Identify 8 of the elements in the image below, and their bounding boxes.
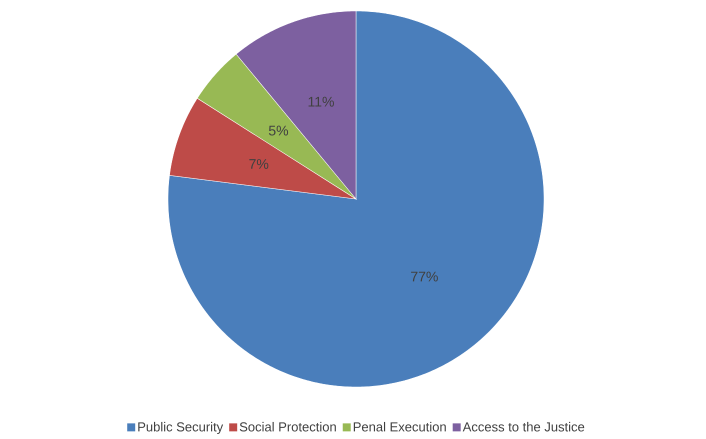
data-label: 11% xyxy=(308,96,334,107)
legend-label: Public Security xyxy=(138,422,224,434)
legend-label: Social Protection xyxy=(240,422,336,432)
data-label: 5% xyxy=(268,126,288,136)
legend-label: Access to the Justice xyxy=(462,422,584,432)
data-label: 7% xyxy=(249,159,268,169)
legend-label: Penal Execution xyxy=(354,422,446,432)
data-label: 77% xyxy=(411,272,438,282)
